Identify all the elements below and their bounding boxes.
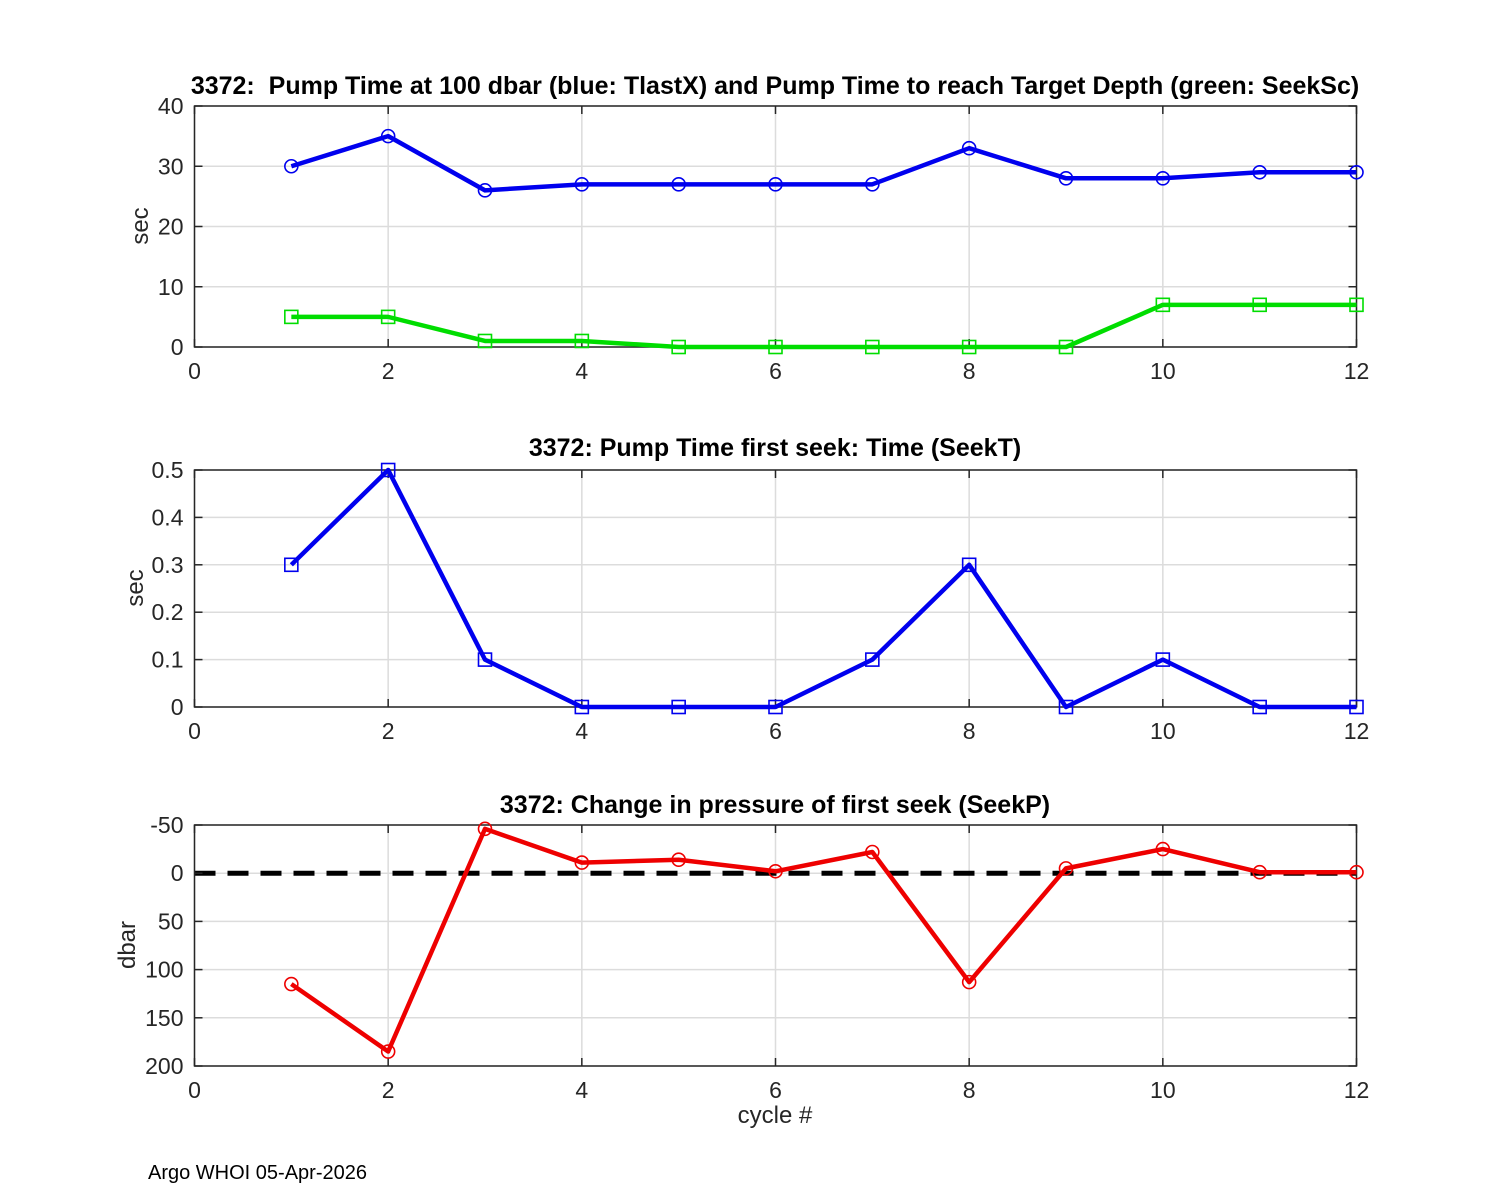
svg-text:0: 0 (188, 358, 201, 384)
svg-text:12: 12 (1344, 1077, 1370, 1103)
x-axis-label: cycle # (737, 1102, 813, 1129)
plot1-title: 3372: Pump Time at 100 dbar (blue: Tlast… (190, 72, 1360, 100)
svg-text:50: 50 (158, 908, 184, 934)
svg-text:10: 10 (1150, 358, 1176, 384)
svg-text:0: 0 (188, 718, 201, 744)
svg-text:6: 6 (769, 718, 782, 744)
svg-text:2: 2 (382, 358, 395, 384)
svg-text:-50: -50 (150, 812, 183, 838)
svg-text:12: 12 (1344, 718, 1370, 744)
svg-text:100: 100 (145, 957, 183, 983)
svg-text:6: 6 (769, 1077, 782, 1103)
svg-text:200: 200 (145, 1053, 183, 1079)
svg-text:2: 2 (382, 1077, 395, 1103)
svg-text:8: 8 (963, 1077, 976, 1103)
svg-text:30: 30 (158, 153, 184, 179)
svg-text:0.5: 0.5 (152, 457, 184, 483)
svg-text:0.2: 0.2 (152, 599, 184, 625)
plot2-y-axis-label: sec (122, 569, 149, 607)
svg-text:0: 0 (171, 694, 184, 720)
svg-text:0: 0 (188, 1077, 201, 1103)
plot3-title: 3372: Change in pressure of first seek (… (499, 791, 1051, 819)
svg-text:10: 10 (1150, 718, 1176, 744)
plot2-title: 3372: Pump Time first seek: Time (SeekT) (528, 434, 1022, 462)
svg-text:150: 150 (145, 1005, 183, 1031)
svg-text:8: 8 (963, 718, 976, 744)
svg-text:0.1: 0.1 (152, 647, 184, 673)
svg-text:10: 10 (158, 274, 184, 300)
plot3-y-axis-label: dbar (114, 920, 141, 970)
svg-text:4: 4 (575, 1077, 588, 1103)
svg-text:0: 0 (171, 334, 184, 360)
svg-text:0.3: 0.3 (152, 552, 184, 578)
svg-text:2: 2 (382, 718, 395, 744)
svg-text:0: 0 (171, 860, 184, 886)
svg-text:4: 4 (575, 718, 588, 744)
figure-footer: Argo WHOI 05-Apr-2026 (148, 1162, 367, 1184)
svg-text:40: 40 (158, 93, 184, 119)
svg-text:0.4: 0.4 (152, 504, 184, 530)
svg-text:20: 20 (158, 214, 184, 240)
svg-text:6: 6 (769, 358, 782, 384)
svg-text:10: 10 (1150, 1077, 1176, 1103)
svg-text:8: 8 (963, 358, 976, 384)
svg-text:12: 12 (1344, 358, 1370, 384)
plot1-y-axis-label: sec (127, 207, 154, 245)
svg-text:4: 4 (575, 358, 588, 384)
